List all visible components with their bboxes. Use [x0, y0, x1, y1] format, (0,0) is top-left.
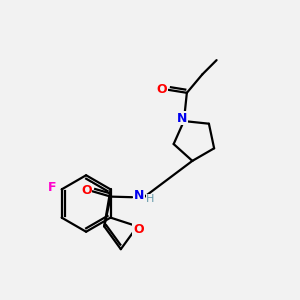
Text: O: O — [133, 224, 144, 236]
Text: N: N — [134, 189, 144, 202]
Text: O: O — [81, 184, 92, 196]
Text: F: F — [48, 182, 56, 194]
Text: N: N — [177, 112, 188, 124]
Text: H: H — [146, 194, 154, 204]
Text: O: O — [157, 83, 167, 96]
